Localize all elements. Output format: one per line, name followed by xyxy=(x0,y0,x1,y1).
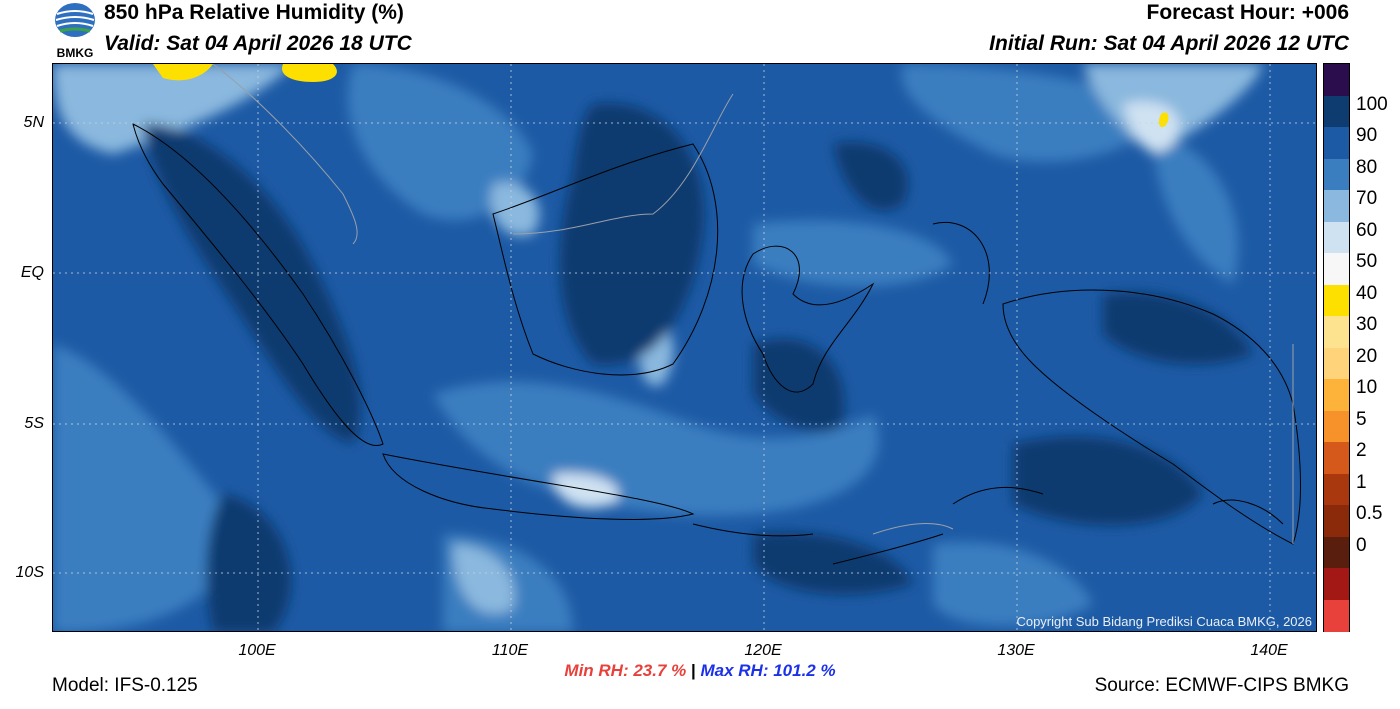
colorbar-segment xyxy=(1324,253,1349,285)
logo-text: BMKG xyxy=(57,46,94,60)
colorbar xyxy=(1323,63,1350,632)
chart-title: 850 hPa Relative Humidity (%) xyxy=(104,1,404,24)
colorbar-label: 100 xyxy=(1356,93,1388,115)
colorbar-segment xyxy=(1324,536,1349,569)
lon-label-130e: 130E xyxy=(997,642,1035,659)
source-label: Source: ECMWF-CIPS BMKG xyxy=(1094,675,1349,696)
lon-label-100e: 100E xyxy=(238,642,276,659)
colorbar-segment xyxy=(1324,221,1349,254)
colorbar-label: 20 xyxy=(1356,345,1378,367)
min-max-rh: Min RH: 23.7 % | Max RH: 101.2 % xyxy=(0,661,1400,681)
initial-run: Initial Run: Sat 04 April 2026 12 UTC xyxy=(989,32,1349,55)
colorbar-label: 2 xyxy=(1356,440,1367,461)
colorbar-label: 50 xyxy=(1356,251,1378,272)
lat-label-5n: 5N xyxy=(23,114,44,131)
colorbar-label: 0.5 xyxy=(1356,503,1383,524)
min-rh: Min RH: 23.7 % xyxy=(564,661,687,680)
colorbar-label: 70 xyxy=(1356,188,1378,209)
colorbar-segment xyxy=(1324,599,1349,632)
valid-time: Valid: Sat 04 April 2026 18 UTC xyxy=(104,32,412,55)
colorbar-segment xyxy=(1324,284,1349,317)
colorbar-segment xyxy=(1324,473,1349,506)
colorbar-segment xyxy=(1324,505,1349,537)
colorbar-label: 40 xyxy=(1356,282,1378,304)
colorbar-segment xyxy=(1324,347,1349,380)
copyright-text: Copyright Sub Bidang Prediksi Cuaca BMKG… xyxy=(1016,614,1312,629)
model-label: Model: IFS-0.125 xyxy=(52,675,198,696)
colorbar-segment xyxy=(1324,316,1349,348)
colorbar-segment xyxy=(1324,64,1349,96)
colorbar-label: 10 xyxy=(1356,377,1378,398)
lat-label-5s: 5S xyxy=(24,415,44,432)
lon-label-110e: 110E xyxy=(491,642,529,659)
lat-label-10s: 10S xyxy=(15,564,44,581)
colorbar-segment xyxy=(1324,410,1349,443)
colorbar-label: 0 xyxy=(1356,534,1367,556)
colorbar-label: 80 xyxy=(1356,156,1378,178)
lat-label-eq: EQ xyxy=(20,264,44,281)
colorbar-segment xyxy=(1324,190,1349,222)
colorbar-segment xyxy=(1324,379,1349,411)
min-max-separator: | xyxy=(686,661,701,680)
colorbar-label: 1 xyxy=(1356,471,1367,493)
colorbar-label: 60 xyxy=(1356,219,1378,241)
max-rh: Max RH: 101.2 % xyxy=(700,661,836,680)
colorbar-segment xyxy=(1324,127,1349,159)
colorbar-label: 90 xyxy=(1356,125,1378,146)
colorbar-segment xyxy=(1324,568,1349,600)
humidity-map: Copyright Sub Bidang Prediksi Cuaca BMKG… xyxy=(52,63,1317,632)
lon-label-140e: 140E xyxy=(1250,642,1288,659)
lon-label-120e: 120E xyxy=(744,642,782,659)
bmkg-logo: BMKG xyxy=(52,0,98,60)
colorbar-segment xyxy=(1324,442,1349,474)
colorbar-label: 5 xyxy=(1356,408,1367,430)
forecast-hour: Forecast Hour: +006 xyxy=(1146,1,1350,24)
colorbar-label: 30 xyxy=(1356,314,1378,335)
colorbar-segment xyxy=(1324,95,1349,128)
colorbar-segment xyxy=(1324,158,1349,191)
